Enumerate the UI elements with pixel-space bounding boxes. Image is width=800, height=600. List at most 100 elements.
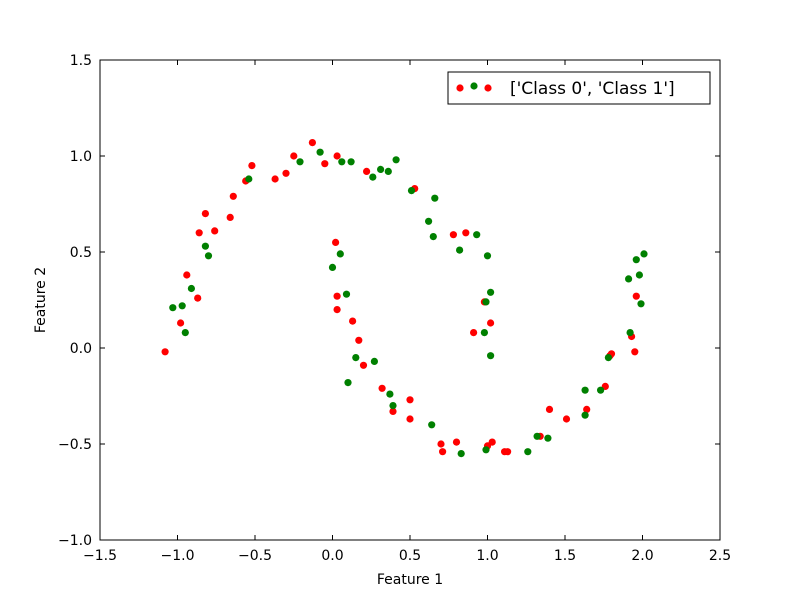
y-tick-label: −1.0 <box>58 533 92 549</box>
data-point-series-0 <box>363 167 371 175</box>
data-point-series-0 <box>545 405 554 413</box>
data-point-series-1 <box>347 158 355 166</box>
data-point-series-0 <box>406 396 414 404</box>
data-point-series-0 <box>437 440 445 448</box>
data-point-series-0 <box>290 152 298 160</box>
x-tick-label: −1.0 <box>161 548 195 564</box>
data-point-series-0 <box>349 317 357 325</box>
data-point-series-1 <box>635 271 644 279</box>
legend-markers <box>456 82 492 92</box>
data-point-series-0 <box>562 415 571 423</box>
data-point-series-1 <box>352 354 360 362</box>
y-tick-label: −0.5 <box>58 437 92 453</box>
data-point-series-1 <box>429 233 437 241</box>
data-point-series-1 <box>369 173 377 181</box>
data-point-series-0 <box>229 192 237 200</box>
data-point-series-1 <box>392 156 400 164</box>
data-point-series-1 <box>524 448 532 456</box>
data-point-series-1 <box>483 252 492 260</box>
data-point-series-1 <box>581 411 589 419</box>
x-tick-label: 0.0 <box>321 548 343 564</box>
y-axis-label: Feature 2 <box>33 267 49 333</box>
data-point-series-1 <box>389 402 397 410</box>
data-point-series-0 <box>177 319 185 327</box>
data-point-series-1 <box>640 250 648 258</box>
data-point-series-1 <box>336 250 344 258</box>
data-point-series-0 <box>195 229 203 237</box>
legend-box <box>447 71 711 105</box>
data-point-series-1 <box>344 379 352 387</box>
data-point-series-1 <box>625 275 633 283</box>
data-point-series-0 <box>632 292 640 300</box>
data-point-series-1 <box>533 432 541 440</box>
data-point-series-1 <box>597 386 605 394</box>
data-point-series-0 <box>333 292 341 300</box>
data-point-series-1 <box>482 446 490 454</box>
data-point-series-1 <box>487 352 495 360</box>
data-point-series-0 <box>226 213 234 221</box>
data-point-series-1 <box>181 329 189 337</box>
data-point-series-0 <box>462 229 470 237</box>
data-point-series-1 <box>457 450 465 458</box>
data-point-series-0 <box>321 160 329 168</box>
data-point-series-1 <box>338 158 346 166</box>
data-point-series-1 <box>425 217 433 225</box>
y-tick-label: 0.0 <box>70 341 92 357</box>
data-point-series-0 <box>378 384 386 392</box>
x-tick-label: 2.0 <box>631 548 653 564</box>
legend-marker <box>456 84 464 92</box>
data-point-series-1 <box>328 263 337 271</box>
legend: ['Class 0', 'Class 1'] <box>447 71 711 105</box>
x-tick-label: −1.5 <box>83 548 117 564</box>
x-tick-label: −0.5 <box>238 548 272 564</box>
data-point-series-1 <box>480 329 488 337</box>
data-point-series-1 <box>428 421 436 429</box>
data-point-series-1 <box>178 302 186 310</box>
data-point-series-1 <box>482 298 490 306</box>
data-point-series-1 <box>626 329 634 337</box>
data-point-series-0 <box>439 448 447 456</box>
x-axis-label: Feature 1 <box>377 572 443 588</box>
data-point-series-1 <box>204 252 213 260</box>
data-point-series-1 <box>187 284 195 293</box>
data-point-series-1 <box>604 354 613 362</box>
data-point-series-1 <box>407 187 416 195</box>
data-point-series-1 <box>316 148 324 156</box>
ticks-layer: −1.5 −1.0 −0.5 0.0 0.5 1.0 1.5 2.0 2.5−1.0−0.50.… <box>58 53 731 564</box>
points-layer <box>161 139 648 458</box>
data-point-series-1 <box>342 290 351 298</box>
data-point-series-0 <box>333 306 341 314</box>
data-point-series-1 <box>637 300 645 308</box>
y-tick-label: 1.0 <box>70 149 92 165</box>
data-point-series-0 <box>389 407 397 415</box>
data-point-series-0 <box>271 175 279 183</box>
data-point-series-0 <box>452 438 461 446</box>
data-point-series-0 <box>449 231 457 239</box>
data-point-series-1 <box>377 165 385 173</box>
data-point-series-0 <box>355 336 363 344</box>
data-point-series-0 <box>308 139 316 147</box>
x-tick-label: 1.0 <box>476 548 498 564</box>
data-point-series-1 <box>487 288 495 296</box>
data-point-series-1 <box>473 231 481 239</box>
data-point-series-0 <box>183 271 191 279</box>
data-point-series-1 <box>201 242 209 250</box>
data-point-series-0 <box>332 238 340 246</box>
data-point-series-1 <box>456 246 464 254</box>
data-point-series-0 <box>359 361 368 369</box>
data-point-series-0 <box>333 152 341 160</box>
data-point-series-1 <box>544 434 552 442</box>
data-point-series-0 <box>211 227 219 235</box>
data-point-series-1 <box>384 167 392 175</box>
data-point-series-0 <box>161 348 169 356</box>
data-point-series-0 <box>194 294 202 302</box>
x-tick-label: 0.5 <box>399 548 421 564</box>
y-tick-label: 0.5 <box>70 245 92 261</box>
data-point-series-0 <box>488 438 496 446</box>
legend-marker <box>470 82 478 90</box>
data-point-series-1 <box>169 304 177 312</box>
legend-label: ['Class 0', 'Class 1'] <box>510 79 675 99</box>
data-point-series-0 <box>583 405 591 413</box>
data-point-series-1 <box>581 386 589 394</box>
